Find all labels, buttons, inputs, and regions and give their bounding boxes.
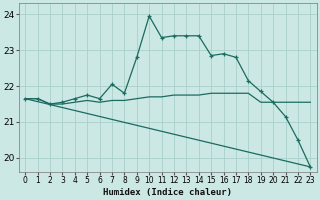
X-axis label: Humidex (Indice chaleur): Humidex (Indice chaleur)	[103, 188, 232, 197]
